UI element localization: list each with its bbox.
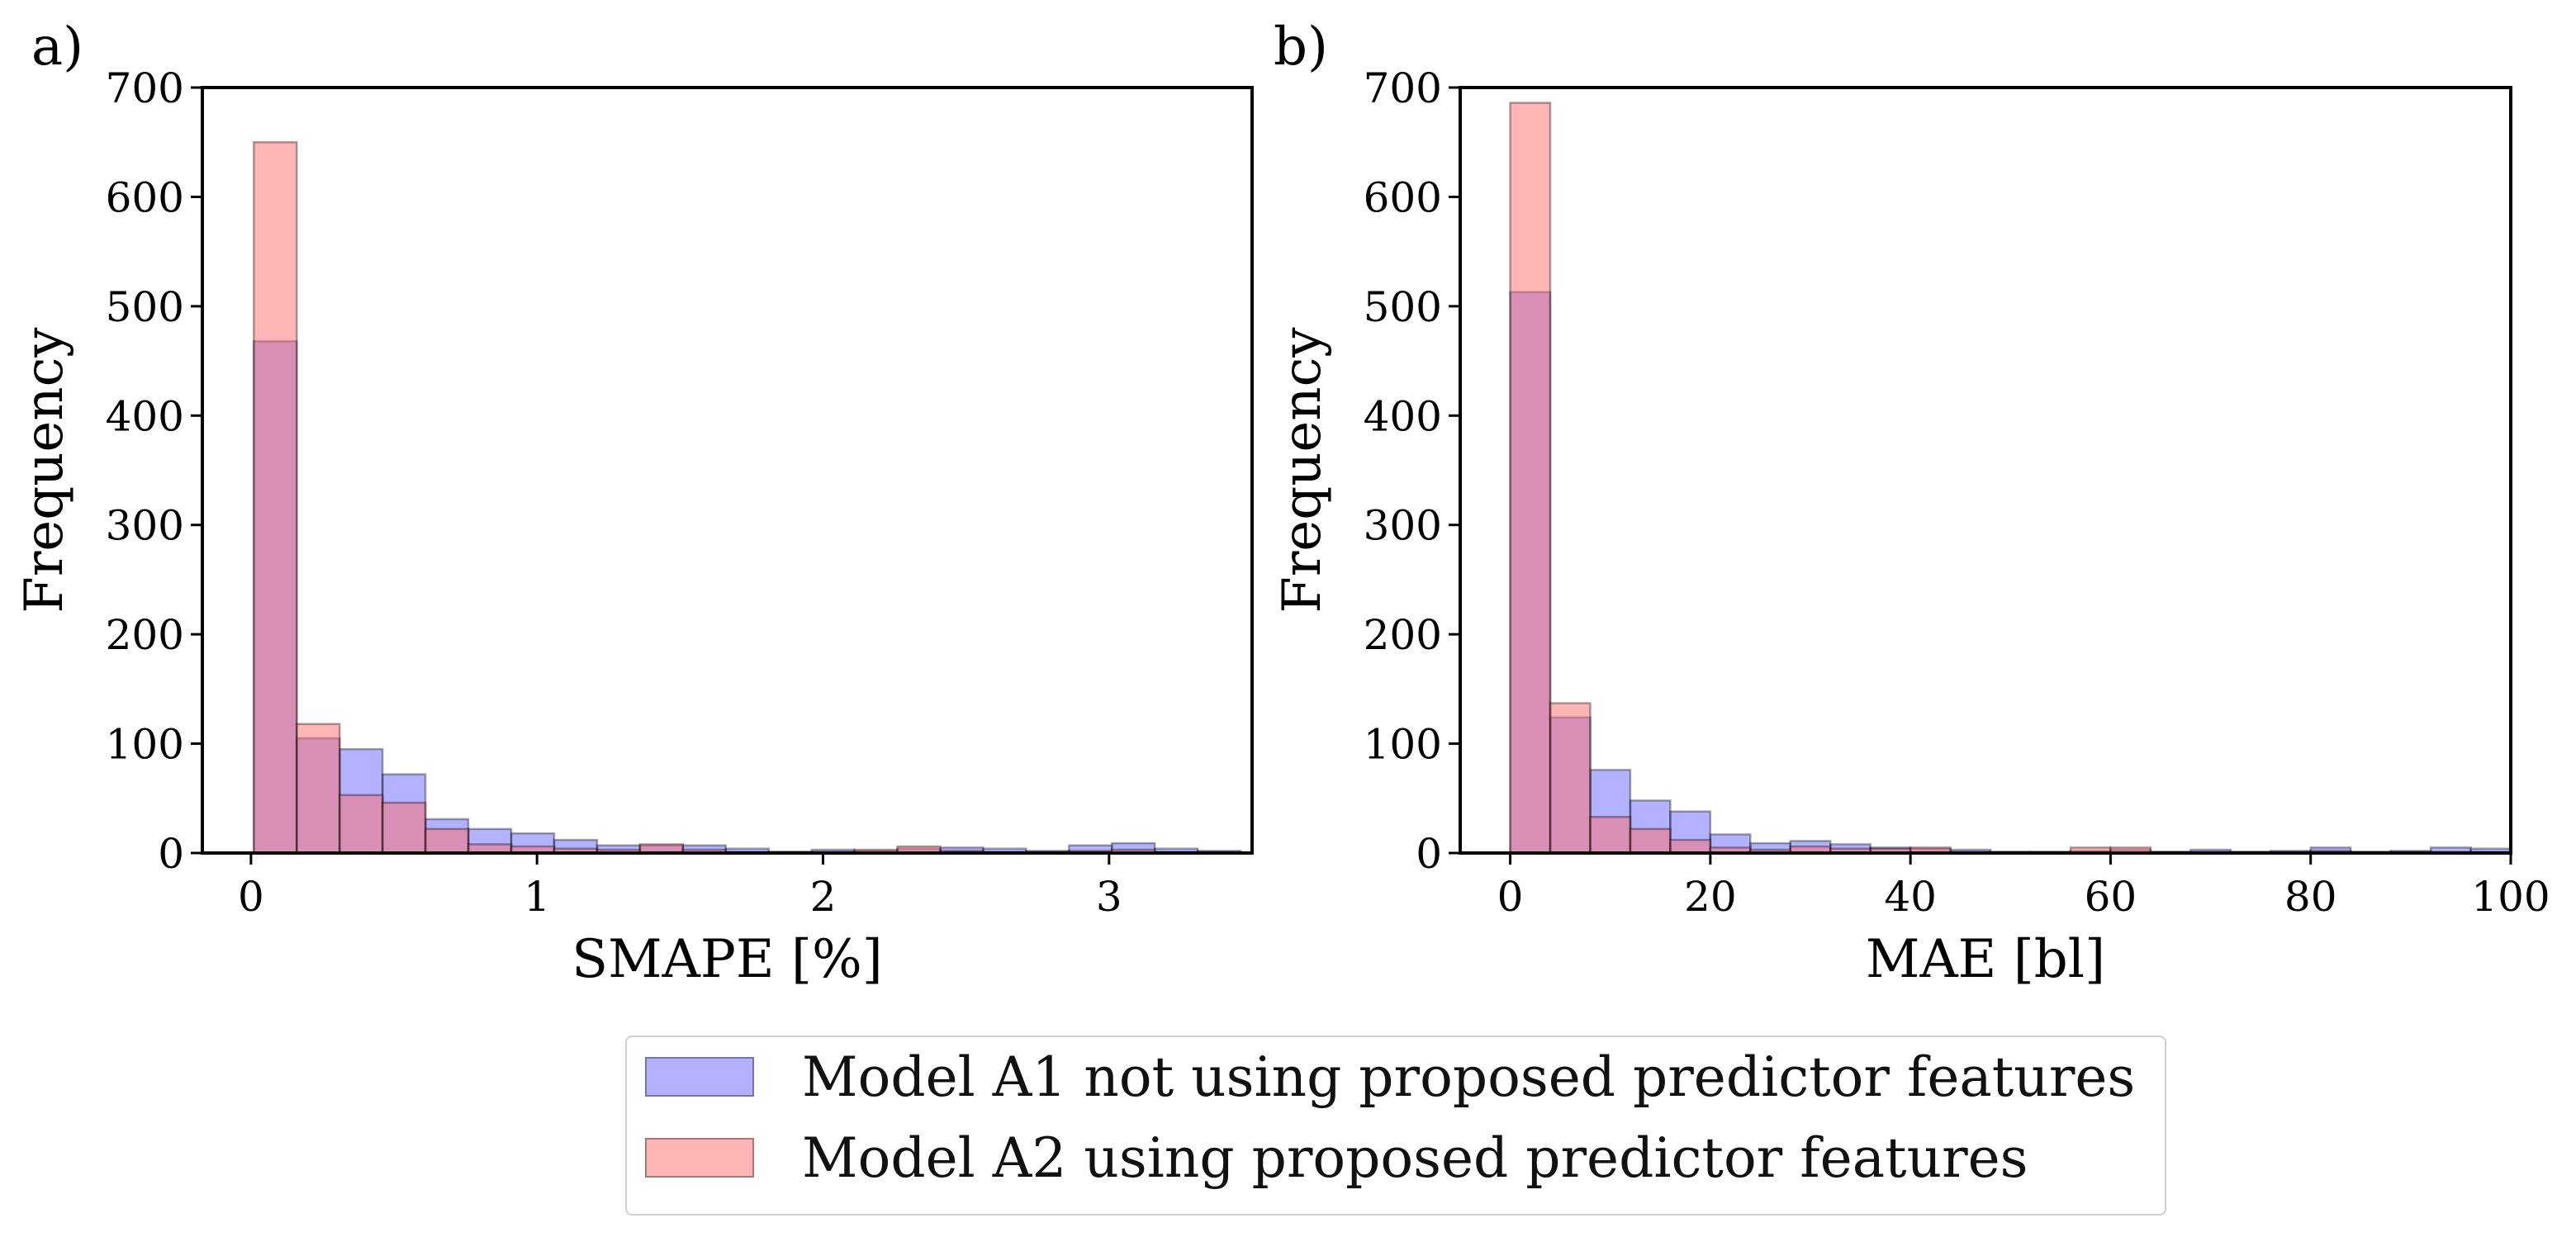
bar-a1-24 bbox=[2469, 847, 2511, 853]
bar-a2-0 bbox=[253, 140, 298, 853]
y-tick-label: 600 bbox=[106, 173, 184, 221]
y-tick-label: 200 bbox=[106, 611, 184, 659]
y-tick-label: 700 bbox=[106, 64, 184, 112]
y-tick-label: 0 bbox=[1416, 830, 1442, 878]
bar-a2-2 bbox=[338, 794, 384, 853]
x-tick-label: 2 bbox=[810, 873, 837, 921]
legend-swatch-a1 bbox=[645, 1057, 754, 1097]
x-tick-label: 60 bbox=[2085, 873, 2137, 921]
legend-entry-a1: Model A1 not using proposed predictor fe… bbox=[645, 1045, 2135, 1109]
y-tick-label: 500 bbox=[106, 283, 184, 331]
chart-panel-a: 0 100 200 300 400 500 600 700 0 1 2 3 SMAPE [%] Frequ… bbox=[14, 17, 1254, 990]
y-tick-label: 100 bbox=[106, 721, 184, 769]
x-tick-label: 80 bbox=[2284, 873, 2337, 921]
y-tick-label: 300 bbox=[106, 502, 184, 550]
legend-label-a2: Model A2 using proposed predictor featur… bbox=[802, 1126, 2028, 1190]
y-tick-label: 700 bbox=[1364, 64, 1442, 112]
y-axis-label: Frequency bbox=[14, 327, 75, 613]
x-tick-label: 0 bbox=[238, 873, 264, 921]
axes-frame bbox=[201, 86, 1254, 855]
bars-group bbox=[1509, 102, 2511, 853]
bars-group bbox=[253, 140, 1242, 853]
bar-a2-15 bbox=[896, 845, 942, 853]
x-tick-label: 40 bbox=[1884, 873, 1937, 921]
y-tick-label: 600 bbox=[1364, 173, 1442, 221]
bar-a2-2 bbox=[1589, 816, 1632, 853]
legend-label-a1: Model A1 not using proposed predictor fe… bbox=[802, 1045, 2136, 1109]
x-tick-label: 1 bbox=[524, 873, 550, 921]
y-tick-label: 500 bbox=[1364, 283, 1442, 331]
y-axis-label: Frequency bbox=[1272, 327, 1333, 613]
y-tick-label: 400 bbox=[106, 392, 184, 440]
bar-a2-3 bbox=[1629, 827, 1672, 853]
bar-a2-1 bbox=[1549, 702, 1592, 853]
bar-a2-3 bbox=[381, 801, 427, 853]
panel-label: b) bbox=[1274, 17, 1328, 78]
legend-entry-a2: Model A2 using proposed predictor featur… bbox=[645, 1126, 2028, 1190]
y-tick-label: 200 bbox=[1364, 611, 1442, 659]
bar-a2-4 bbox=[1669, 838, 1712, 853]
x-tick-label: 3 bbox=[1096, 873, 1122, 921]
y-tick-label: 0 bbox=[158, 830, 184, 878]
legend-swatch-a2 bbox=[645, 1138, 754, 1178]
y-tick-label: 400 bbox=[1364, 392, 1442, 440]
bar-a2-0 bbox=[1509, 102, 1552, 853]
x-tick-label: 0 bbox=[1497, 873, 1524, 921]
panel-label: a) bbox=[31, 17, 83, 78]
bar-a2-1 bbox=[296, 723, 341, 853]
x-tick-label: 100 bbox=[2471, 873, 2550, 921]
x-tick-label: 20 bbox=[1684, 873, 1737, 921]
chart-panel-b: 0 100 200 300 400 500 600 700 0 20 40 60 80 100 MAE [b… bbox=[1272, 17, 2550, 990]
axes-frame bbox=[1459, 86, 2512, 855]
y-tick-label: 100 bbox=[1364, 721, 1442, 769]
bar-a2-8 bbox=[1829, 847, 1872, 853]
x-axis-label: SMAPE [%] bbox=[572, 929, 882, 990]
legend: Model A1 not using proposed predictor fe… bbox=[625, 1036, 2166, 1216]
x-axis-label: MAE [bl] bbox=[1866, 929, 2105, 990]
y-tick-label: 300 bbox=[1364, 502, 1442, 550]
bar-a2-4 bbox=[424, 827, 470, 853]
